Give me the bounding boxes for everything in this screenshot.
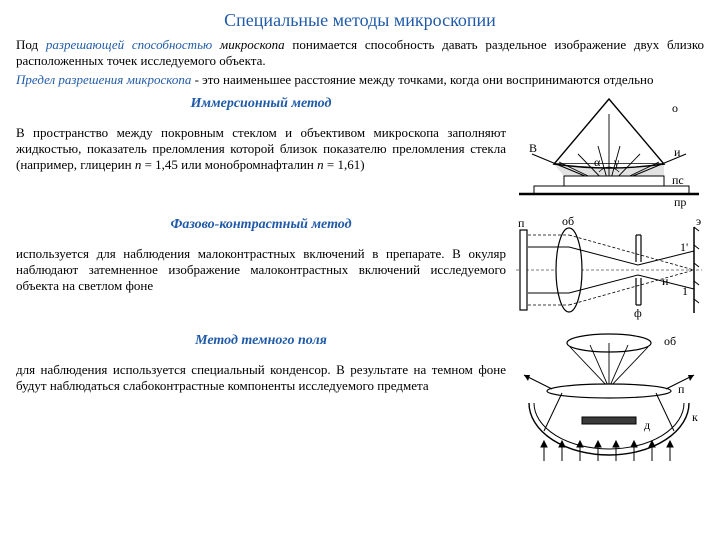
immersion-diagram: о В α γ и пс пр (514, 94, 704, 209)
section-phase: Фазово-контрастный метод используется дл… (16, 215, 704, 325)
lbl-phi: ф (634, 306, 642, 320)
lbl-d-ob: об (664, 334, 676, 348)
immersion-text: В пространство между покровным стеклом и… (16, 125, 506, 174)
section-dark: Метод темного поля для наблюдения исполь… (16, 331, 704, 466)
immersion-title: Иммерсионный метод (16, 96, 506, 112)
lbl-e: э (696, 215, 701, 228)
lbl-1p: 1' (680, 240, 688, 254)
intro-paragraph: Под разрешающей способностью микроскопа … (16, 37, 704, 70)
definition-2: Предел разрешения микроскопа - это наиме… (16, 72, 704, 88)
intro-em2: микроскопа (212, 37, 285, 52)
intro-em: разрешающей способностью (46, 37, 212, 52)
lbl-pr: пр (674, 195, 686, 209)
lbl-ob: об (562, 215, 574, 228)
phase-text: используется для наблюдения малоконтраст… (16, 246, 506, 295)
phase-diagram: п об ф и э 1' 1 (514, 215, 704, 325)
lbl-d-p: п (678, 382, 685, 396)
intro-t1: Под (16, 37, 46, 52)
dark-title: Метод темного поля (16, 333, 506, 349)
def2-em: Предел разрешения микроскопа (16, 72, 191, 87)
lbl-gamma: γ (613, 155, 620, 169)
section-immersion: Иммерсионный метод В пространство между … (16, 94, 704, 209)
page-title: Специальные методы микроскопии (16, 10, 704, 31)
dark-text: для наблюдения используется специальный … (16, 362, 506, 395)
lbl-o: о (672, 101, 678, 115)
lbl-i: и (662, 274, 669, 288)
lbl-d-k: к (692, 410, 698, 424)
it-n2eq: = 1,61) (324, 157, 365, 172)
lbl-1: 1 (682, 284, 688, 298)
lbl-B: В (529, 141, 537, 155)
def2-t: - это наименьшее расстояние между точкам… (191, 72, 653, 87)
lbl-alpha: α (594, 155, 601, 169)
lbl-p: п (518, 216, 525, 230)
lbl-I: и (674, 145, 681, 159)
phase-title: Фазово-контрастный метод (16, 217, 506, 233)
dark-diagram: об п к д (514, 331, 704, 466)
lbl-d-d: д (644, 418, 650, 432)
lbl-pc: пс (672, 173, 684, 187)
it-n1eq: = 1,45 или монобромнафталин (141, 157, 317, 172)
